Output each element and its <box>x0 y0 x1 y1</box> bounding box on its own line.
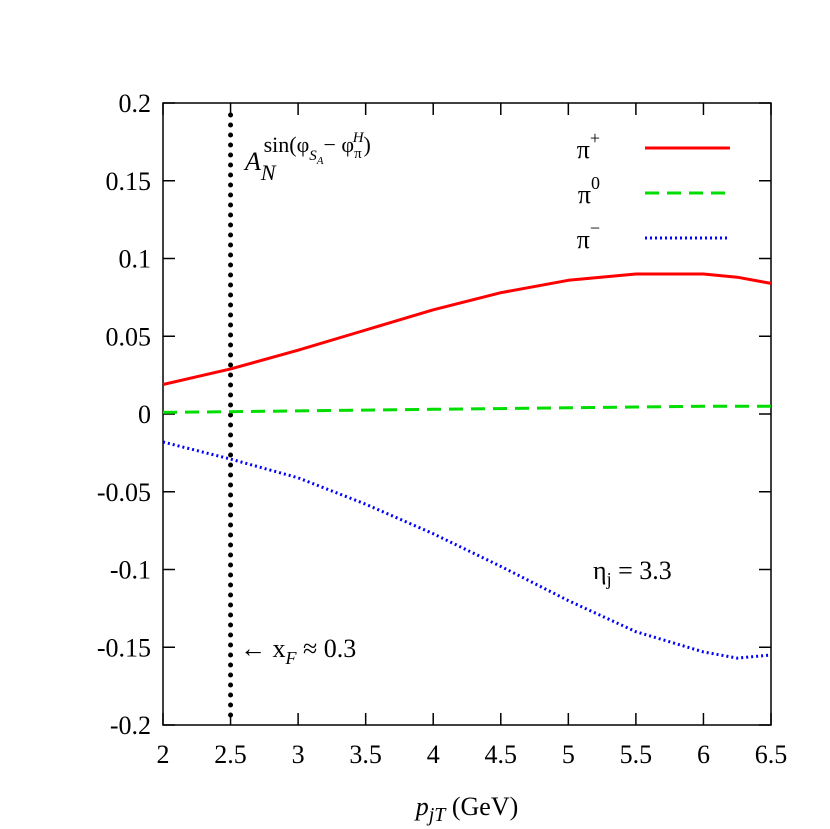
x-tick-label: 4.5 <box>485 740 518 769</box>
legend-base: π <box>578 180 591 209</box>
y-tick-label: 0.1 <box>119 245 152 274</box>
series-line <box>162 440 772 660</box>
x-label-main: p <box>414 792 429 821</box>
plot-frame <box>162 102 772 726</box>
x-tick-label: 5 <box>562 740 575 769</box>
legend-label: π0 <box>578 173 600 209</box>
x-tick-label: 3 <box>292 740 305 769</box>
ann-part: sin(φ <box>264 132 310 157</box>
legend-sup: − <box>590 218 600 238</box>
ann-part: j <box>606 569 612 589</box>
y-tick-label: 0 <box>138 400 151 429</box>
ann-part: η <box>593 556 607 585</box>
ann-part: = 3.3 <box>612 556 672 585</box>
legend-base: π <box>577 225 590 254</box>
ann-part: S <box>309 148 317 164</box>
ann-part: H <box>352 130 365 146</box>
x-tick-label: 4 <box>427 740 440 769</box>
ann-part: ≈ 0.3 <box>297 634 357 663</box>
ann-part: A <box>243 147 261 176</box>
y-tick-label: -0.2 <box>110 711 151 740</box>
xf-label: ← xF ≈ 0.3 <box>240 634 356 668</box>
x-tick-label: 2.5 <box>214 740 247 769</box>
ann-part: N <box>260 160 277 185</box>
eta-label: ηj = 3.3 <box>593 556 672 589</box>
ann-part: π <box>354 146 362 162</box>
legend-sup: 0 <box>591 173 600 193</box>
y-tick-label: -0.15 <box>97 633 151 662</box>
y-tick-label: -0.1 <box>110 556 151 585</box>
legend-sup: + <box>590 128 600 148</box>
y-tick-label: 0.15 <box>106 167 152 196</box>
x-tick-label: 2 <box>157 740 170 769</box>
y-tick-label: -0.05 <box>97 478 151 507</box>
ann-part: − φ <box>324 132 355 157</box>
asymmetry-label: ANsin(φSA− φπH) <box>243 130 371 185</box>
ann-part: ← x <box>240 634 286 663</box>
y-tick-label: 0.2 <box>119 89 152 118</box>
legend-label: π− <box>577 218 600 254</box>
ann-part: A <box>316 155 324 167</box>
x-tick-label: 5.5 <box>620 740 653 769</box>
x-label-sub: jT <box>426 804 448 826</box>
x-label-unit: (GeV) <box>445 792 518 821</box>
x-tick-label: 6 <box>697 740 710 769</box>
x-tick-label: 6.5 <box>755 740 788 769</box>
series-line <box>162 272 772 386</box>
ann-part: ) <box>364 132 371 157</box>
series-line <box>162 404 771 414</box>
ann-part: F <box>285 648 298 668</box>
x-axis-label: pjT (GeV) <box>414 792 519 826</box>
legend-label: π+ <box>577 128 600 164</box>
x-tick-label: 3.5 <box>349 740 382 769</box>
legend-base: π <box>577 135 590 164</box>
y-tick-label: 0.05 <box>106 322 152 351</box>
